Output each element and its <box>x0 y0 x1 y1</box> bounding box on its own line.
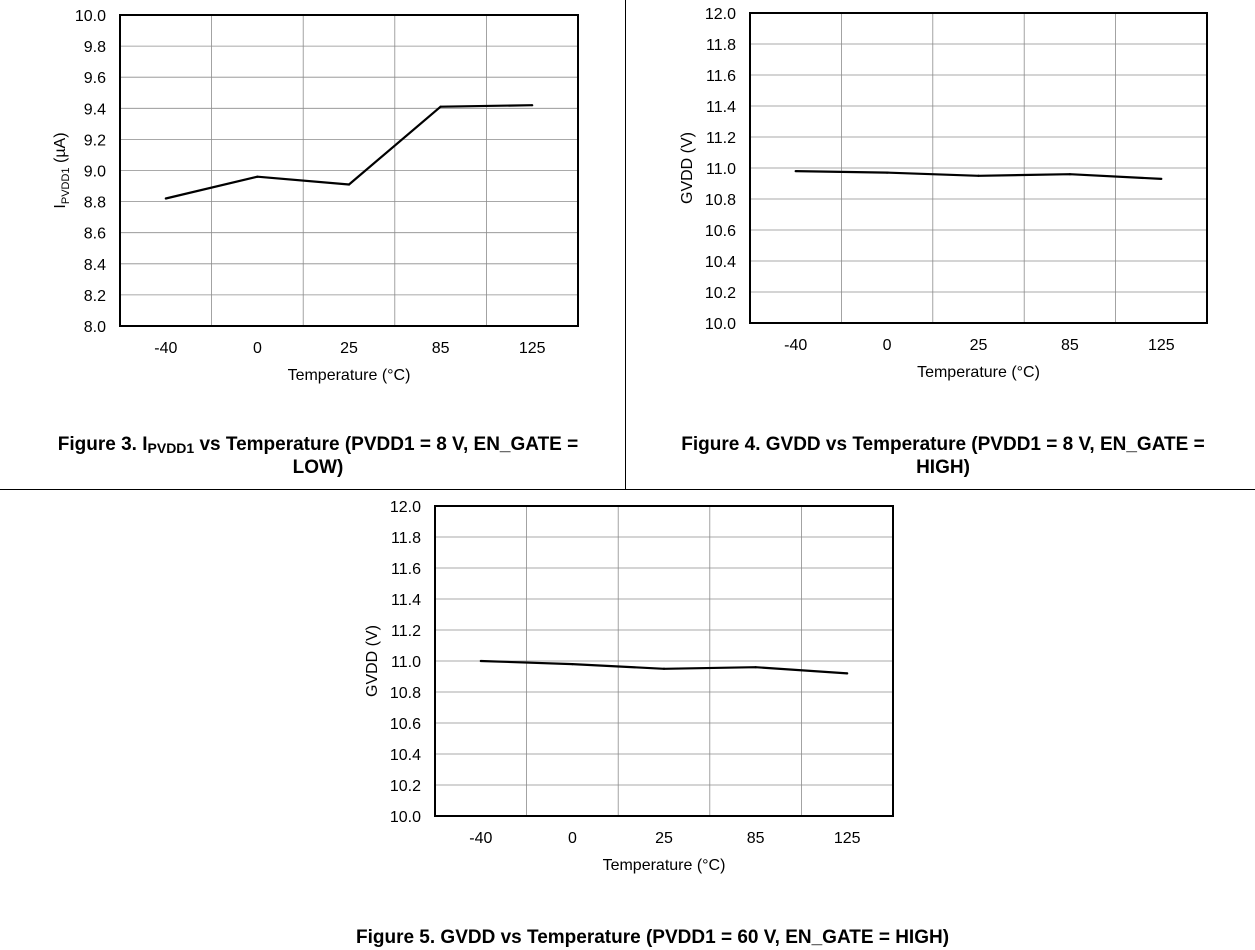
fig5-yaxis-label: GVDD (V) <box>364 625 381 697</box>
fig3-data-point <box>439 105 442 108</box>
fig5-ytick-label: 12.0 <box>390 499 421 516</box>
fig5-series-line <box>480 659 848 675</box>
chart-ipvdd1-vs-temperature: 8.0 8.2 8.4 8.6 8.8 9.0 9.2 9.4 9.6 9.8 10.0 -40 0 25… <box>52 8 579 384</box>
fig4-yaxis-label-main: GVDD (V) <box>679 132 696 204</box>
fig3-data-point <box>347 183 351 186</box>
fig4-ytick-label: 10.4 <box>705 254 736 271</box>
fig4-xtick-label: 125 <box>1148 337 1175 354</box>
fig5-ytick-label: 10.6 <box>390 716 421 733</box>
fig3-xtick-label: 25 <box>340 340 358 357</box>
fig3-data-point <box>164 197 167 200</box>
figure-5-caption-line1: Figure 5. GVDD vs Temperature (PVDD1 = 6… <box>355 927 950 948</box>
fig4-ytick-label: 10.2 <box>705 285 736 302</box>
fig5-plot-frame <box>434 505 894 817</box>
fig4-data-point <box>1160 177 1163 180</box>
fig4-ytick-label: 11.4 <box>706 99 736 116</box>
figure-4-caption-line2: HIGH) <box>916 457 970 478</box>
fig3-yaxis-label-main: I <box>52 204 69 208</box>
fig4-yaxis-label: GVDD (V) <box>679 132 696 204</box>
fig5-data-point <box>754 666 757 669</box>
fig3-ytick-label: 9.4 <box>84 101 106 118</box>
fig3-xtick-label: 125 <box>519 340 546 357</box>
fig4-plot-frame <box>749 12 1208 324</box>
fig5-ytick-label: 11.2 <box>391 623 421 640</box>
chart-gvdd-8v-vs-temperature: 10.0 10.2 10.4 10.6 10.8 11.0 11.2 11.4 11.6 11.8… <box>679 6 1208 381</box>
fig4-ytick-label: 11.8 <box>706 37 736 54</box>
figure-4-caption-line1: Figure 4. GVDD vs Temperature (PVDD1 = 8… <box>681 434 1205 455</box>
figure-3-caption-line2: LOW) <box>292 457 344 478</box>
fig5-ytick-label: 11.6 <box>391 561 421 578</box>
fig3-ytick-label: 8.4 <box>84 257 106 274</box>
fig5-ytick-label: 10.4 <box>390 747 421 764</box>
vertical-divider <box>625 0 626 490</box>
fig3-yaxis-label-sub: PVDD1 <box>60 167 72 204</box>
fig3-ytick-label: 9.0 <box>84 164 106 181</box>
fig3-ytick-label: 8.6 <box>84 226 106 243</box>
fig5-ytick-label: 11.0 <box>391 654 421 671</box>
fig5-ytick-label: 11.8 <box>391 530 421 547</box>
fig4-data-point <box>886 171 889 174</box>
fig5-data-point <box>571 663 574 666</box>
chart-gvdd-60v-vs-temperature: 10.0 10.2 10.4 10.6 10.8 11.0 11.2 11.4 11.6 11.8… <box>364 499 894 874</box>
fig5-xtick-label: 25 <box>655 830 673 847</box>
fig3-xtick-label: 0 <box>253 340 262 357</box>
fig3-yaxis-label-unit: (µA) <box>52 132 69 167</box>
fig3-ytick-label: 8.0 <box>84 319 106 336</box>
horizontal-divider <box>0 489 1255 490</box>
fig4-data-point <box>1068 173 1071 176</box>
figure-3-caption-prefix: Figure 3. I <box>57 434 148 455</box>
fig4-xaxis-label: Temperature (°C) <box>917 364 1040 381</box>
fig3-ytick-label: 10.0 <box>75 8 106 25</box>
fig4-xtick-label: 25 <box>970 337 988 354</box>
fig4-data-point <box>977 174 980 177</box>
fig3-ytick-label: 8.8 <box>84 195 106 212</box>
fig5-ytick-label: 10.8 <box>390 685 421 702</box>
fig3-ytick-label: 9.2 <box>84 132 106 149</box>
fig4-xtick-label: 85 <box>1061 337 1079 354</box>
figure-3-caption-sub: PVDD1 <box>147 440 195 456</box>
fig3-yaxis-label: IPVDD1 (µA) <box>52 132 72 208</box>
fig5-data-point <box>479 659 482 663</box>
fig4-xtick-label: 0 <box>883 337 892 354</box>
figure-5-caption: Figure 5. GVDD vs Temperature (PVDD1 = 6… <box>0 926 1255 949</box>
fig5-ytick-label: 10.0 <box>390 809 421 826</box>
figure-3-caption-rest: vs Temperature (PVDD1 = 8 V, EN_GATE = <box>194 434 579 455</box>
fig5-yaxis-label-main: GVDD (V) <box>364 625 381 697</box>
fig3-data-point <box>256 175 259 178</box>
figure-3-caption: Figure 3. IPVDD1 vs Temperature (PVDD1 =… <box>20 433 616 479</box>
fig4-ytick-label: 10.0 <box>705 316 736 333</box>
fig4-xtick-label: -40 <box>784 337 807 354</box>
fig5-ytick-label: 11.4 <box>391 592 421 609</box>
fig3-ytick-label: 8.2 <box>84 288 106 305</box>
fig3-ytick-label: 9.6 <box>84 70 106 87</box>
fig3-xtick-label: 85 <box>432 340 450 357</box>
fig4-ytick-label: 10.8 <box>705 192 736 209</box>
fig4-ytick-label: 10.6 <box>705 223 736 240</box>
fig3-xaxis-label: Temperature (°C) <box>288 367 411 384</box>
fig5-data-point <box>846 672 849 675</box>
fig3-plot-frame <box>119 14 579 327</box>
fig3-xtick-label: -40 <box>154 340 177 357</box>
fig5-data-point <box>662 667 666 670</box>
fig5-xtick-label: -40 <box>469 830 492 847</box>
fig5-xtick-label: 125 <box>834 830 861 847</box>
fig4-data-point <box>794 170 797 173</box>
fig4-ytick-label: 11.0 <box>706 161 736 178</box>
fig4-ytick-label: 11.2 <box>706 130 736 147</box>
figure-4-caption: Figure 4. GVDD vs Temperature (PVDD1 = 8… <box>637 433 1249 479</box>
fig4-ytick-label: 12.0 <box>705 6 736 23</box>
fig3-data-point <box>531 104 534 107</box>
fig5-xaxis-label: Temperature (°C) <box>603 857 726 874</box>
fig5-xtick-label: 0 <box>568 830 577 847</box>
fig5-xtick-label: 85 <box>747 830 765 847</box>
fig5-ytick-label: 10.2 <box>390 778 421 795</box>
fig3-ytick-label: 9.8 <box>84 39 106 56</box>
fig4-ytick-label: 11.6 <box>706 68 736 85</box>
